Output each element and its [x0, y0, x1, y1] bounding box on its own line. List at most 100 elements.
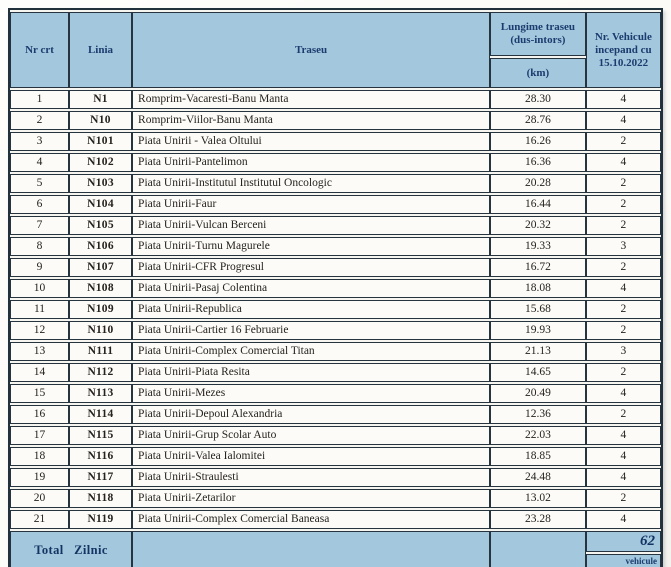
row-lungime-cell: 19.93 [490, 321, 586, 340]
row-vehicule-cell: 4 [585, 90, 661, 109]
row-linia-cell: N103 [68, 174, 133, 193]
row-vehicule-cell: 4 [585, 279, 661, 298]
row-linia-cell: N116 [68, 447, 133, 466]
row-vehicule-cell: 4 [585, 426, 661, 445]
row-lungime-cell: 16.36 [490, 153, 586, 172]
total-label: Total Zilnic [10, 531, 133, 567]
row-nr-cell: 7 [10, 216, 69, 235]
table-row: 10 N108 Piata Unirii-Pasaj Colentina 18.08 4 [10, 279, 661, 298]
header-km-unit: (km) [490, 58, 586, 88]
row-nr-cell: 3 [10, 132, 69, 151]
row-vehicule-cell: 3 [585, 342, 661, 361]
table-row: 14 N112 Piata Unirii-Piata Resita 14.65 2 [10, 363, 661, 382]
table-row: 4 N102 Piata Unirii-Pantelimon 16.36 4 [10, 153, 661, 172]
header-lungime-line1: Lungime traseu [500, 21, 576, 33]
row-nr-cell: 12 [10, 321, 69, 340]
row-linia-cell: N1 [68, 90, 133, 109]
row-nr-cell: 2 [10, 111, 69, 130]
row-vehicule-cell: 4 [585, 447, 661, 466]
total-traseu-blank [132, 531, 491, 567]
row-nr-cell: 15 [10, 384, 69, 403]
table-row: 17 N115 Piata Unirii-Grup Scolar Auto 22.03… [10, 426, 661, 445]
row-nr-cell: 16 [10, 405, 69, 424]
row-traseu-cell: Piata Unirii-Zetarilor [132, 489, 491, 508]
row-lungime-cell: 21.13 [490, 342, 586, 361]
row-nr-cell: 19 [10, 468, 69, 487]
row-vehicule-cell: 4 [585, 153, 661, 172]
row-linia-cell: N107 [68, 258, 133, 277]
row-lungime-cell: 16.26 [490, 132, 586, 151]
header-row-main: Nr crt Linia Traseu Lungime traseu (dus-… [10, 12, 661, 88]
row-linia-cell: N111 [68, 342, 133, 361]
header-vehicule-line1: Nr. Vehicule [594, 30, 652, 43]
row-nr-cell: 5 [10, 174, 69, 193]
row-vehicule-cell: 2 [585, 195, 661, 214]
row-lungime-cell: 18.85 [490, 447, 586, 466]
row-vehicule-cell: 2 [585, 258, 661, 277]
total-row-value: Total Zilnic 62 [10, 531, 661, 567]
header-nr-crt: Nr crt [10, 12, 69, 88]
row-lungime-cell: 14.65 [490, 363, 586, 382]
row-nr-cell: 8 [10, 237, 69, 256]
row-vehicule-cell: 2 [585, 300, 661, 319]
table-row: 6 N104 Piata Unirii-Faur 16.44 2 [10, 195, 661, 214]
row-nr-cell: 1 [10, 90, 69, 109]
table-row: 15 N113 Piata Unirii-Mezes 20.49 4 [10, 384, 661, 403]
row-vehicule-cell: 2 [585, 132, 661, 151]
row-nr-cell: 10 [10, 279, 69, 298]
row-nr-cell: 20 [10, 489, 69, 508]
row-vehicule-cell: 4 [585, 468, 661, 487]
row-linia-cell: N101 [68, 132, 133, 151]
row-lungime-cell: 22.03 [490, 426, 586, 445]
header-row-unit: (km) [10, 58, 661, 88]
row-vehicule-cell: 2 [585, 363, 661, 382]
row-linia-cell: N114 [68, 405, 133, 424]
table-row: 1 N1 Romprim-Vacaresti-Banu Manta 28.30 4 [10, 90, 661, 109]
row-vehicule-cell: 4 [585, 510, 661, 529]
row-linia-cell: N104 [68, 195, 133, 214]
row-traseu-cell: Piata Unirii-Valea Ialomitei [132, 447, 491, 466]
row-lungime-cell: 13.02 [490, 489, 586, 508]
row-vehicule-cell: 2 [585, 321, 661, 340]
row-vehicule-cell: 4 [585, 111, 661, 130]
row-lungime-cell: 23.28 [490, 510, 586, 529]
table-row: 18 N116 Piata Unirii-Valea Ialomitei 18.85 4 [10, 447, 661, 466]
row-lungime-cell: 28.30 [490, 90, 586, 109]
table-row: 9 N107 Piata Unirii-CFR Progresul 16.72 2 [10, 258, 661, 277]
row-linia-cell: N102 [68, 153, 133, 172]
total-section: Total Zilnic 62 vehicule [10, 531, 661, 567]
row-traseu-cell: Piata Unirii-Faur [132, 195, 491, 214]
row-nr-cell: 17 [10, 426, 69, 445]
row-lungime-cell: 16.44 [490, 195, 586, 214]
header-linia: Linia [68, 12, 133, 88]
night-bus-routes-table: Nr crt Linia Traseu Lungime traseu (dus-… [10, 10, 661, 567]
row-linia-cell: N118 [68, 489, 133, 508]
row-nr-cell: 21 [10, 510, 69, 529]
table-header: Nr crt Linia Traseu Lungime traseu (dus-… [10, 12, 661, 88]
row-traseu-cell: Piata Unirii - Valea Oltului [132, 132, 491, 151]
row-linia-cell: N105 [68, 216, 133, 235]
table-row: 7 N105 Piata Unirii-Vulcan Berceni 20.32 2 [10, 216, 661, 235]
header-lungime: Lungime traseu (dus-intors) [490, 12, 586, 56]
row-nr-cell: 18 [10, 447, 69, 466]
row-traseu-cell: Romprim-Vacaresti-Banu Manta [132, 90, 491, 109]
row-linia-cell: N115 [68, 426, 133, 445]
row-lungime-cell: 19.33 [490, 237, 586, 256]
row-nr-cell: 14 [10, 363, 69, 382]
row-traseu-cell: Piata Unirii-Pasaj Colentina [132, 279, 491, 298]
header-lungime-line2: (dus-intors) [510, 34, 566, 46]
row-nr-cell: 11 [10, 300, 69, 319]
row-lungime-cell: 20.49 [490, 384, 586, 403]
row-linia-cell: N117 [68, 468, 133, 487]
row-vehicule-cell: 2 [585, 174, 661, 193]
row-nr-cell: 13 [10, 342, 69, 361]
row-traseu-cell: Piata Unirii-Mezes [132, 384, 491, 403]
table-row: 16 N114 Piata Unirii-Depoul Alexandria 12.3… [10, 405, 661, 424]
row-linia-cell: N108 [68, 279, 133, 298]
header-vehicule-line2: incepand cu [595, 43, 652, 56]
table-row: 3 N101 Piata Unirii - Valea Oltului 16.26 2 [10, 132, 661, 151]
row-traseu-cell: Piata Unirii-Institutul Institutul Oncol… [132, 174, 491, 193]
total-row-unit: vehicule [10, 554, 661, 567]
table-row: 19 N117 Piata Unirii-Straulesti 24.48 4 [10, 468, 661, 487]
row-linia-cell: N106 [68, 237, 133, 256]
